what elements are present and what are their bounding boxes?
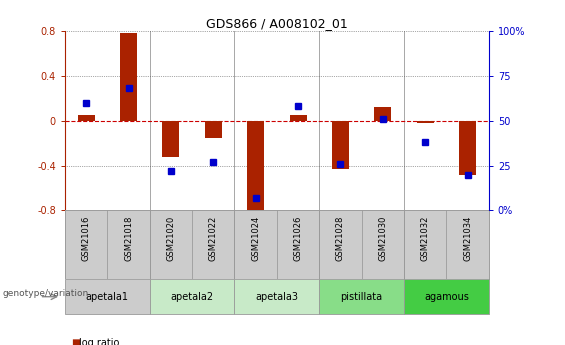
Bar bbox=[205, 121, 221, 138]
Text: GSM21020: GSM21020 bbox=[167, 216, 175, 261]
Text: log ratio: log ratio bbox=[79, 338, 119, 345]
Text: GSM21026: GSM21026 bbox=[294, 216, 302, 262]
Bar bbox=[247, 121, 264, 214]
Bar bbox=[107, 210, 150, 279]
Bar bbox=[404, 279, 489, 314]
Bar bbox=[417, 121, 434, 123]
Bar bbox=[459, 121, 476, 175]
Bar bbox=[446, 210, 489, 279]
Bar bbox=[192, 210, 234, 279]
Bar bbox=[78, 115, 95, 121]
Text: GSM21016: GSM21016 bbox=[82, 216, 90, 262]
Bar bbox=[332, 121, 349, 169]
Text: genotype/variation: genotype/variation bbox=[3, 289, 89, 298]
Text: GSM21028: GSM21028 bbox=[336, 216, 345, 262]
Bar bbox=[65, 210, 107, 279]
Bar bbox=[234, 279, 319, 314]
Title: GDS866 / A008102_01: GDS866 / A008102_01 bbox=[206, 17, 347, 30]
Bar bbox=[374, 107, 391, 121]
Text: agamous: agamous bbox=[424, 292, 469, 302]
Text: GSM21030: GSM21030 bbox=[379, 216, 387, 262]
Bar bbox=[404, 210, 446, 279]
Text: apetala1: apetala1 bbox=[86, 292, 129, 302]
Text: GSM21024: GSM21024 bbox=[251, 216, 260, 261]
Bar bbox=[150, 279, 234, 314]
Text: ■: ■ bbox=[71, 338, 80, 345]
Bar bbox=[163, 121, 180, 157]
Text: GSM21018: GSM21018 bbox=[124, 216, 133, 262]
Text: GSM21034: GSM21034 bbox=[463, 216, 472, 262]
Bar bbox=[120, 33, 137, 121]
Bar bbox=[277, 210, 319, 279]
Bar bbox=[362, 210, 404, 279]
Bar bbox=[319, 210, 362, 279]
Text: GSM21032: GSM21032 bbox=[421, 216, 429, 262]
Bar bbox=[289, 115, 306, 121]
Bar bbox=[65, 279, 150, 314]
Text: apetala3: apetala3 bbox=[255, 292, 298, 302]
Text: GSM21022: GSM21022 bbox=[209, 216, 218, 261]
Bar bbox=[150, 210, 192, 279]
Text: apetala2: apetala2 bbox=[171, 292, 214, 302]
Bar bbox=[319, 279, 404, 314]
Text: pistillata: pistillata bbox=[341, 292, 383, 302]
Bar bbox=[234, 210, 277, 279]
